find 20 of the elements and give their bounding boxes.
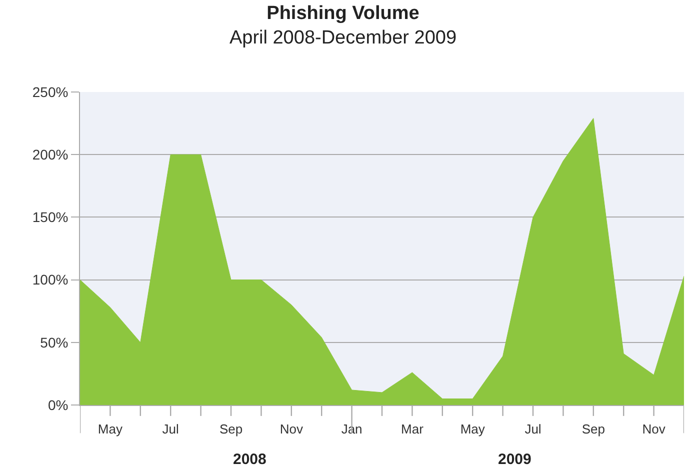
y-tick-label: 0% (48, 396, 68, 413)
x-tick-label: Nov (642, 422, 666, 437)
chart-subtitle: April 2008-December 2009 (229, 28, 457, 49)
y-tick-label: 100% (32, 272, 68, 288)
x-tick-label: May (98, 422, 123, 437)
text: 2009 (498, 451, 532, 468)
y-tick-label: 50% (40, 334, 68, 350)
y-tick-label: 200% (32, 146, 68, 162)
x-tick-label: Jan (341, 422, 362, 437)
chart-title: Phishing Volume (266, 3, 420, 24)
x-tick-label: Sep (582, 422, 605, 437)
x-tick-label: Jul (162, 422, 180, 437)
x-tick-label: Mar (401, 422, 424, 437)
x-tick-label: May (460, 422, 486, 437)
x-tick-label: Sep (219, 422, 243, 437)
text: 2008 (233, 451, 266, 468)
y-tick-label: 250% (32, 84, 68, 100)
x-tick-label: Jul (524, 422, 542, 437)
y-tick-label: 150% (32, 209, 68, 226)
x-tick-label: Nov (280, 422, 304, 437)
